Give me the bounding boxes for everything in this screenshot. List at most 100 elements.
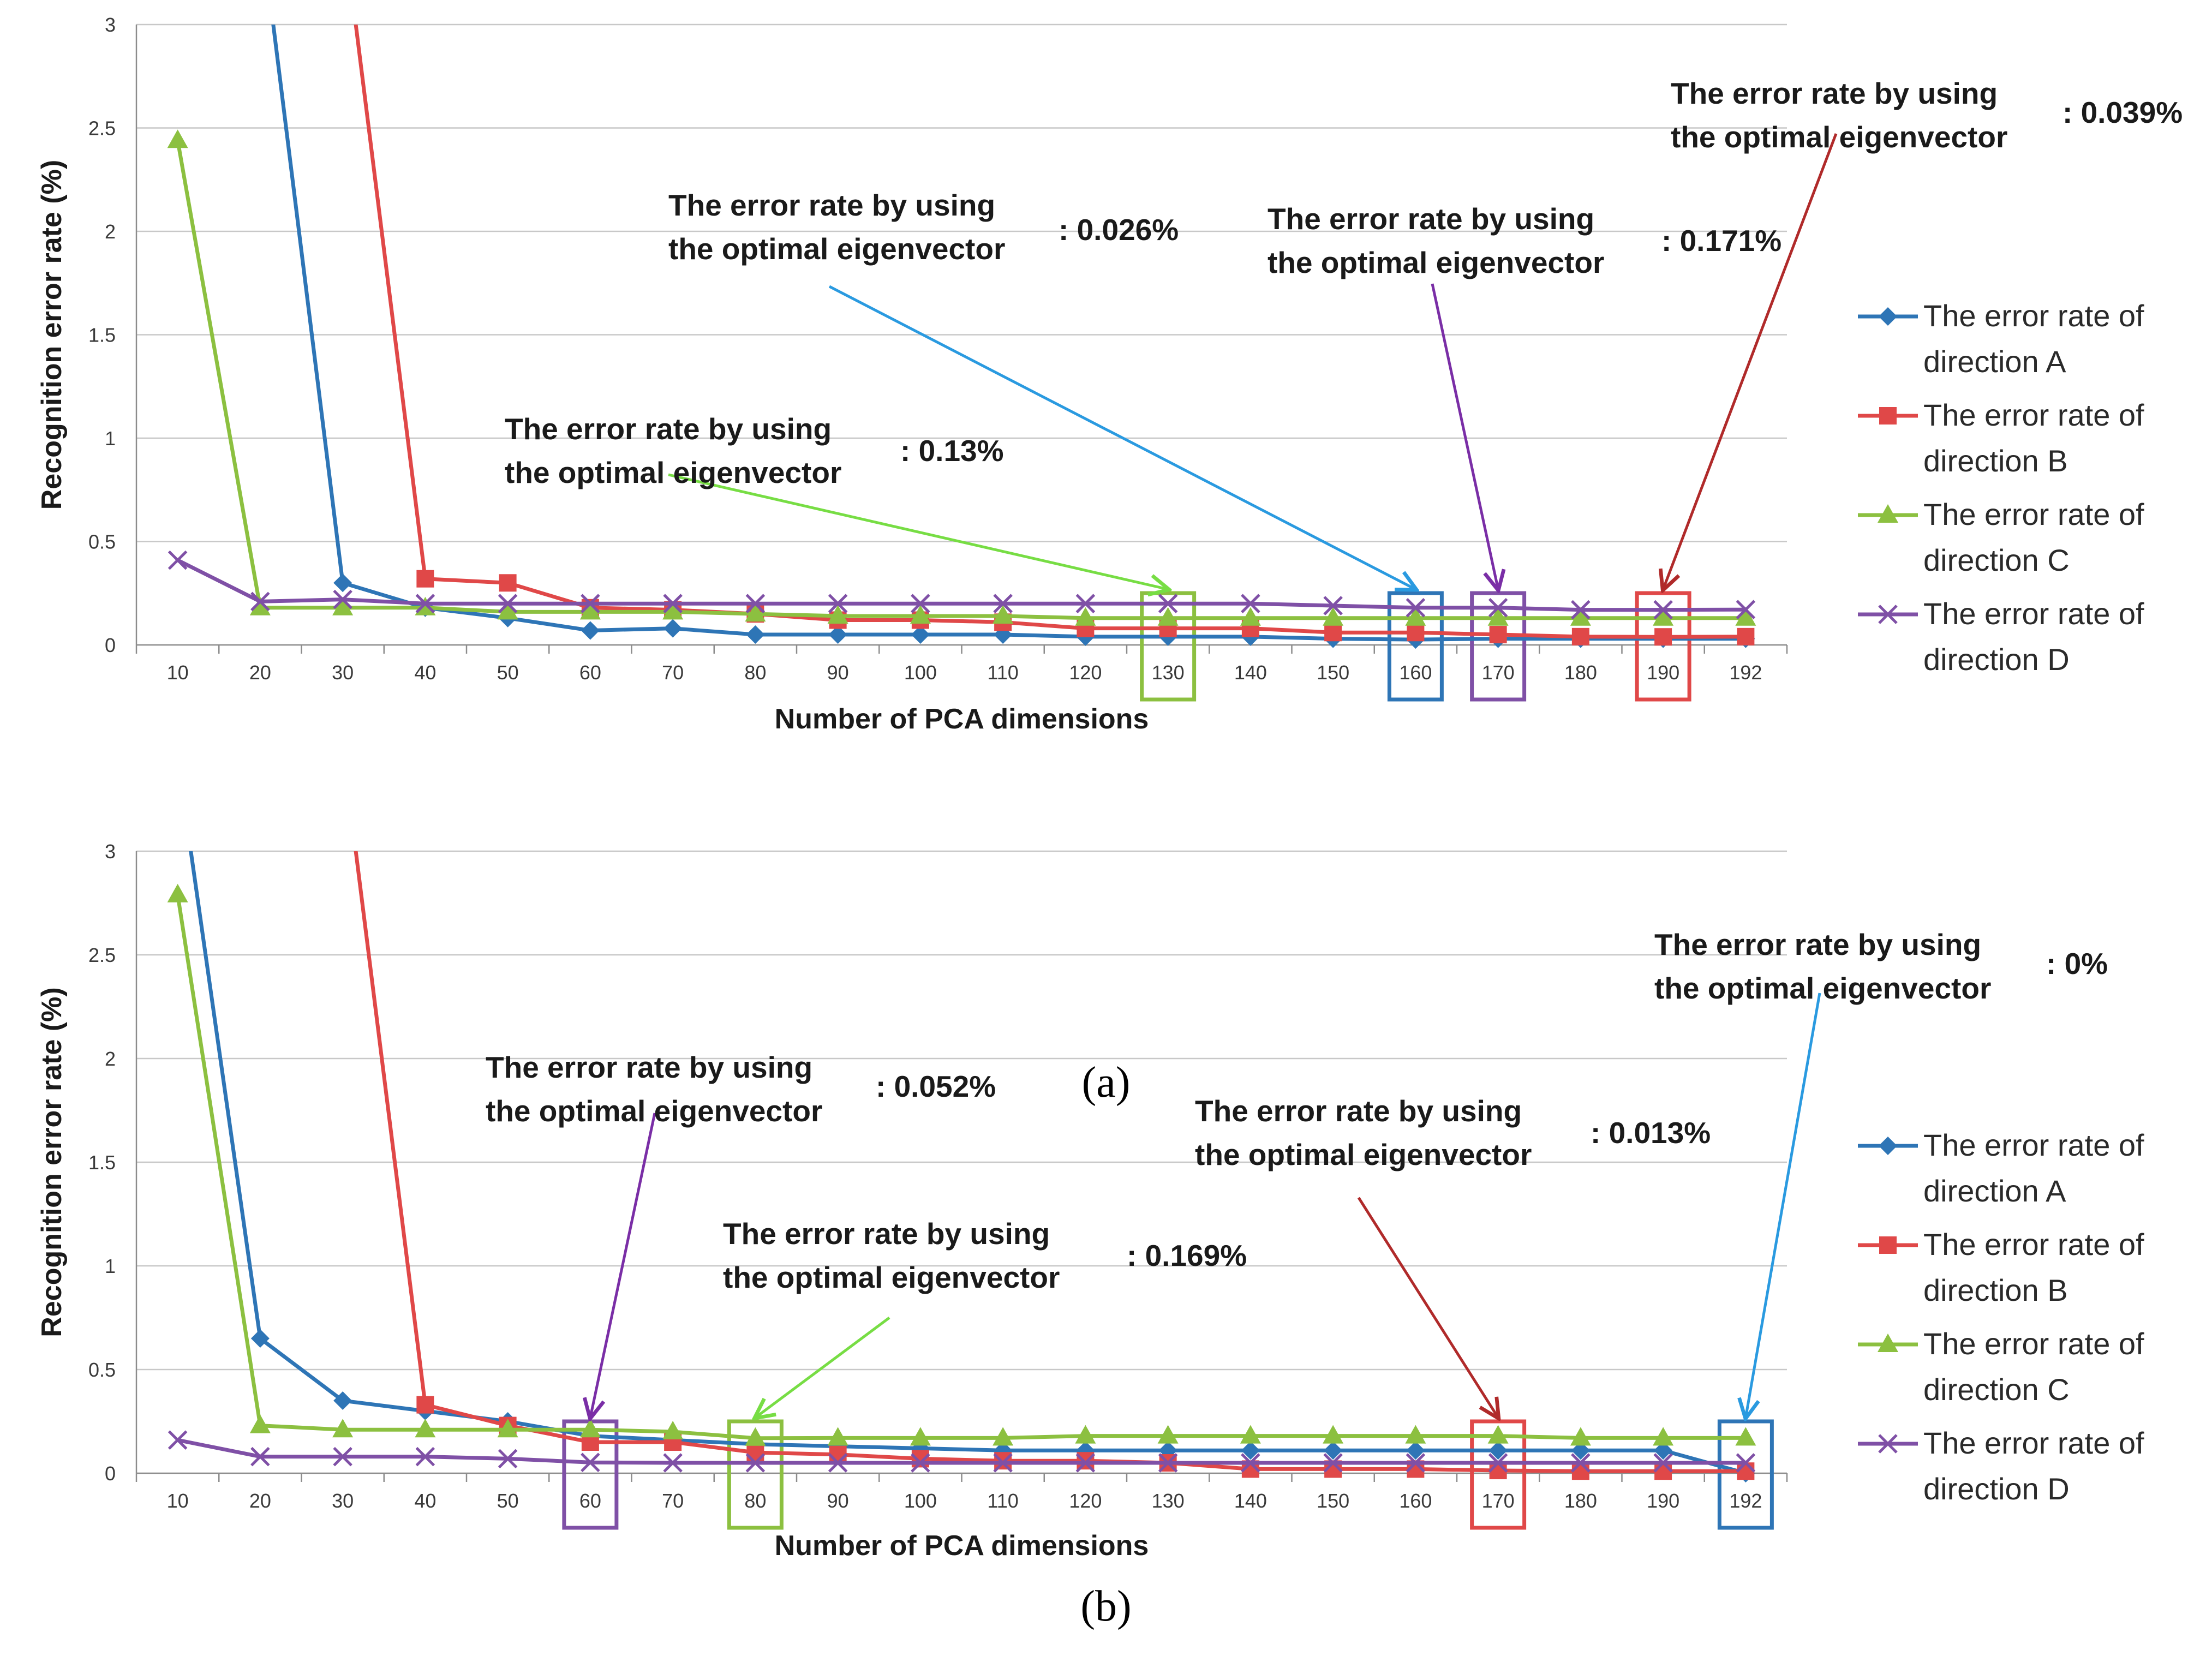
data-point-B-40 [416,570,434,588]
x-tick-label: 130 [1152,1490,1185,1512]
data-point-A-90 [828,625,847,644]
x-tick-label: 160 [1399,661,1432,684]
x-tick-label: 170 [1482,1490,1515,1512]
annotation-value: : 0.026% [1059,213,1179,247]
data-point-B-192 [1737,627,1755,645]
data-point-D-60 [581,594,600,613]
legend-label-line: The error rate of [1923,1326,2144,1361]
data-point-C-180 [1570,607,1591,626]
data-point-C-70 [662,1421,684,1439]
data-point-A-70 [663,619,683,638]
annotation-arrow-160 [828,285,1415,589]
annotation-arrow-170 [1357,1197,1498,1418]
annotation-line1: The error rate by using [1268,202,1594,236]
legend-label-line: The error rate of [1923,1227,2144,1262]
y-tick-label: 2.5 [88,117,116,140]
y-tick-label: 0 [105,1462,116,1485]
data-point-B-50 [499,574,517,592]
x-tick-label: 100 [904,661,937,684]
x-tick-label: 120 [1069,1490,1102,1512]
legend-marker-C [1878,1334,1898,1352]
data-point-C-20 [249,1414,271,1433]
series-B [354,25,1755,646]
data-point-A-20 [250,1329,270,1348]
annotation-arrow-170 [1431,283,1498,589]
legend-label-line: direction B [1923,444,2068,478]
data-point-D-170 [1488,1453,1508,1473]
data-point-D-140 [1241,594,1260,613]
x-axis-title: Number of PCA dimensions [775,1530,1149,1562]
data-point-B-180 [1571,627,1589,645]
data-point-C-110 [993,605,1014,624]
data-point-D-170 [1488,598,1508,618]
series-line-D [177,558,1746,612]
data-point-C-70 [662,601,684,620]
x-tick-label: 190 [1647,661,1679,684]
data-point-C-160 [1405,607,1426,626]
data-point-D-192 [1736,1453,1756,1473]
legend-marker-D [1878,1434,1898,1454]
x-tick-label: 10 [167,1490,189,1512]
x-tick-label: 10 [167,661,189,684]
data-point-C-90 [827,605,848,624]
data-point-D-180 [1571,1453,1591,1473]
data-point-B-100 [911,1450,929,1468]
x-tick-label: 140 [1234,661,1267,684]
data-point-B-170 [1489,626,1507,644]
data-point-C-170 [1487,607,1509,626]
data-point-D-50 [498,1449,518,1469]
x-tick-label: 60 [579,661,601,684]
data-point-C-90 [827,1427,848,1446]
data-point-C-160 [1405,1425,1426,1444]
legend-label-line: The error rate of [1923,497,2144,531]
data-point-C-130 [1157,607,1179,626]
annotation-line1: The error rate by using [723,1217,1050,1251]
chart-panel-b: 0 0.5 1 1.5 2 2.5 3 10 20 30 40 50 60 70 80 90 100 110 120… [36,840,2144,1630]
x-tick-label: 180 [1564,1490,1597,1512]
annotation-value: : 0.013% [1591,1116,1711,1150]
y-tick-label: 3 [105,14,116,36]
data-point-A-30 [333,1391,352,1410]
annotation-arrow-80 [755,1316,890,1418]
chart-panel-a: 0 0.5 1 1.5 2 2.5 3 10 20 30 40 50 60 70 80 90 100 110 120… [36,14,2183,1107]
data-point-D-190 [1653,600,1673,620]
annotation-line2: the optimal eigenvector [505,456,841,489]
legend-label-B: The error rate of direction B [1923,1227,2144,1307]
data-point-D-190 [1653,1453,1673,1473]
annotation-value: : 0% [2046,947,2108,981]
annotation-line1: The error rate by using [1671,76,1998,110]
data-point-B-40 [416,1396,434,1414]
highlight-box-80 [727,1419,784,1530]
data-point-D-70 [663,594,683,613]
data-point-D-10 [168,1430,188,1450]
annotation-170: The error rate by using the optimal eigen… [1195,1094,1711,1171]
data-point-C-40 [415,1419,436,1438]
data-point-A-60 [581,621,600,640]
data-point-A-190 [1654,1441,1673,1460]
annotation-value: : 0.169% [1127,1239,1247,1272]
legend-label-B: The error rate of direction B [1923,398,2144,478]
legend-label-line: direction B [1923,1273,2068,1307]
series-D [168,550,1756,620]
data-point-D-10 [168,550,188,570]
data-point-C-190 [1653,1427,1674,1446]
data-point-C-50 [497,1419,518,1438]
legend-label-A: The error rate of direction A [1923,298,2144,379]
annotation-value: : 0.039% [2062,95,2183,129]
x-tick-label: 40 [414,1490,436,1512]
data-point-A-80 [746,625,765,644]
series-C [167,129,1756,626]
data-point-D-100 [911,1453,930,1473]
legend-marker-A [1879,307,1897,326]
y-tick-label: 2.5 [88,944,116,966]
data-point-D-150 [1323,596,1343,615]
data-point-A-160 [1406,1441,1425,1460]
legend-label-line: direction A [1923,1174,2066,1208]
data-point-D-120 [1075,1453,1096,1473]
data-point-C-140 [1240,607,1261,626]
data-point-A-170 [1488,1441,1508,1460]
series-line-D [177,1438,1746,1465]
data-point-D-150 [1323,1453,1343,1473]
data-point-D-110 [993,1453,1013,1473]
